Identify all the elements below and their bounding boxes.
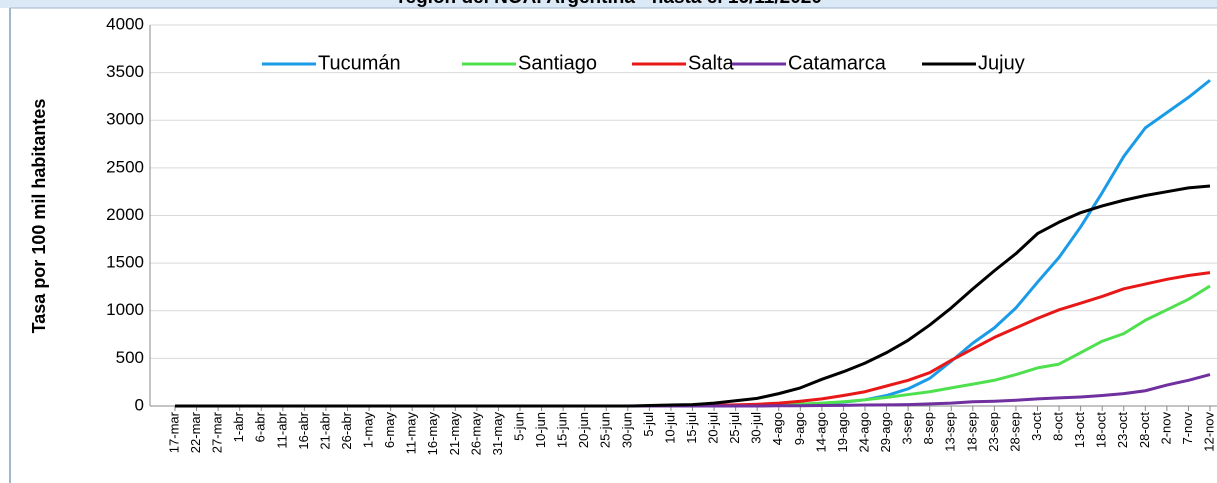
series-line <box>175 373 1211 408</box>
x-tick-label: 10-jul <box>662 412 677 444</box>
top-band <box>0 0 1217 8</box>
x-tick-label: 25-jun <box>598 412 613 448</box>
x-tick-label: 28-sep <box>1007 412 1022 452</box>
legend-label: Catamarca <box>788 52 887 74</box>
x-tick-label: 19-ago <box>835 412 850 452</box>
x-tick-label: 3-sep <box>900 412 915 445</box>
x-tick-label: 26-abr <box>339 411 354 449</box>
x-tick-label: 24-ago <box>856 412 871 452</box>
x-tick-label: 29-ago <box>878 412 893 452</box>
legend-label: Jujuy <box>978 52 1025 74</box>
x-tick-label: 1-may <box>361 412 376 449</box>
legend-label: Salta <box>688 52 734 74</box>
x-tick-label: 10-jun <box>533 412 548 448</box>
x-tick-label: 4-ago <box>770 412 785 445</box>
x-tick-label: 16-may <box>425 412 440 456</box>
x-tick-label: 23-oct <box>1115 412 1130 449</box>
x-tick-label: 8-oct <box>1051 412 1066 441</box>
y-tick-label: 500 <box>116 348 144 367</box>
x-tick-label: 30-jul <box>749 412 764 444</box>
y-tick-label: 4000 <box>106 14 144 33</box>
x-tick-label: 8-sep <box>921 412 936 445</box>
y-axis-label: Tasa por 100 mil habitantes <box>29 99 49 334</box>
x-tick-label: 26-may <box>468 412 483 456</box>
x-tick-label: 15-jun <box>555 412 570 448</box>
x-tick-label: 16-abr <box>296 411 311 449</box>
x-tick-label: 30-jun <box>619 412 634 448</box>
x-tick-label: 2-nov <box>1158 412 1173 445</box>
x-tick-label: 15-jul <box>684 412 699 444</box>
x-tick-label: 5-jun <box>511 412 526 441</box>
x-tick-label: 23-sep <box>986 412 1001 452</box>
x-tick-label: 12-nov <box>1201 412 1216 452</box>
x-tick-label: 20-jun <box>576 412 591 448</box>
y-tick-label: 3000 <box>106 110 144 129</box>
series-line <box>175 184 1211 408</box>
y-tick-label: 1500 <box>106 253 144 272</box>
x-tick-label: 11-may <box>404 412 419 455</box>
x-tick-label: 13-sep <box>943 412 958 452</box>
x-tick-label: 17-mar <box>166 411 181 453</box>
x-tick-label: 18-sep <box>964 412 979 452</box>
y-tick-label: 2000 <box>106 205 144 224</box>
x-tick-label: 5-jul <box>641 412 656 437</box>
x-tick-label: 20-jul <box>706 412 721 444</box>
x-tick-label: 31-may <box>490 412 505 456</box>
series-line <box>175 284 1211 408</box>
series-line <box>175 79 1211 408</box>
y-tick-label: 0 <box>135 395 144 414</box>
chart-title: región del NOA. Argentina - hasta el 16/… <box>398 0 822 8</box>
x-tick-label: 7-nov <box>1180 412 1195 445</box>
x-tick-label: 3-oct <box>1029 412 1044 441</box>
x-tick-label: 18-oct <box>1094 412 1109 449</box>
legend-label: Tucumán <box>318 52 401 74</box>
x-tick-label: 21-abr <box>317 411 332 449</box>
x-tick-label: 22-mar <box>188 411 203 453</box>
x-tick-label: 1-abr <box>231 411 246 442</box>
y-tick-label: 3500 <box>106 62 144 81</box>
y-tick-label: 1000 <box>106 300 144 319</box>
legend-label: Santiago <box>518 52 597 74</box>
x-tick-label: 28-oct <box>1137 412 1152 449</box>
y-tick-label: 2500 <box>106 157 144 176</box>
x-tick-label: 27-mar <box>210 411 225 453</box>
x-tick-label: 21-may <box>447 412 462 456</box>
x-tick-label: 25-jul <box>727 412 742 444</box>
x-tick-label: 13-oct <box>1072 412 1087 449</box>
series-line <box>175 271 1211 408</box>
x-tick-label: 11-abr <box>274 411 289 448</box>
x-tick-label: 6-may <box>382 412 397 449</box>
x-tick-label: 14-ago <box>813 412 828 452</box>
x-tick-label: 6-abr <box>253 411 268 442</box>
x-tick-label: 9-ago <box>792 412 807 445</box>
